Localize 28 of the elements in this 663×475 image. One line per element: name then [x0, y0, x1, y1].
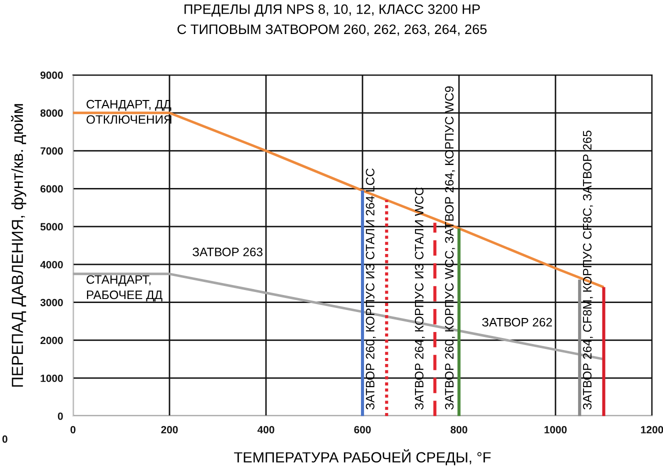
x-tick-label: 0 [70, 426, 76, 434]
text: ЗАТВОР 260, КОРПУС ИЗ СТАЛИ 264 LCC [366, 168, 376, 410]
text: 0 [2, 435, 8, 443]
annotation: ЗАТВОР 263 [192, 248, 262, 256]
x-tick-label: 600 [354, 426, 371, 434]
x-tick-label: 800 [450, 426, 468, 434]
y-tick-label: 3000 [40, 298, 63, 306]
y-tick-label: 0 [58, 412, 63, 420]
x-tick-label: 1000 [544, 426, 567, 434]
y-tick-label: 7000 [40, 147, 63, 155]
text: ЗАТВОР 260, КОРПУС WCC, ЗАТВОР 264, КОРПУС WC9 [444, 86, 456, 410]
text: ЗАТВОР 264, CF8M, КОРПУС CF8C, ЗАТВОР 265 [582, 130, 593, 410]
annotation: ЗАТВОР 262 [482, 318, 552, 327]
x-tick-label: 1200 [641, 426, 663, 434]
y-tick-label: 2000 [40, 336, 63, 344]
text: ЗАТВОР 264, КОРПУС ИЗ СТАЛИ WCC [414, 187, 425, 410]
x-tick-label: 400 [257, 426, 274, 434]
x-axis-title: ТЕМПЕРАТУРА РАБОЧЕЙ СРЕДЫ, °F [234, 449, 491, 466]
y-tick-label: 5000 [40, 223, 63, 230]
x-tick-label: 200 [161, 426, 178, 434]
y-tick-label: 4000 [40, 260, 63, 268]
series-label: СТАНДАРТ, РАБОЧЕЕ ДД [86, 275, 162, 302]
y-tick-label: 8000 [40, 109, 63, 117]
y-tick-label: 9000 [40, 72, 63, 79]
y-tick-label: 6000 [40, 185, 63, 193]
y-tick-label: 1000 [40, 374, 63, 382]
y-axis-title: ПЕРЕПАД ДАВЛЕНИЯ, фунт/кв. дюйм [11, 104, 26, 387]
chart-title: ПРЕДЕЛЫ ДЛЯ NPS 8, 10, 12, КЛАСС 3200 HP С ТИПОВЫМ ЗАТВОРОМ 260, 262, 263, 264, 265 [178, 4, 487, 36]
